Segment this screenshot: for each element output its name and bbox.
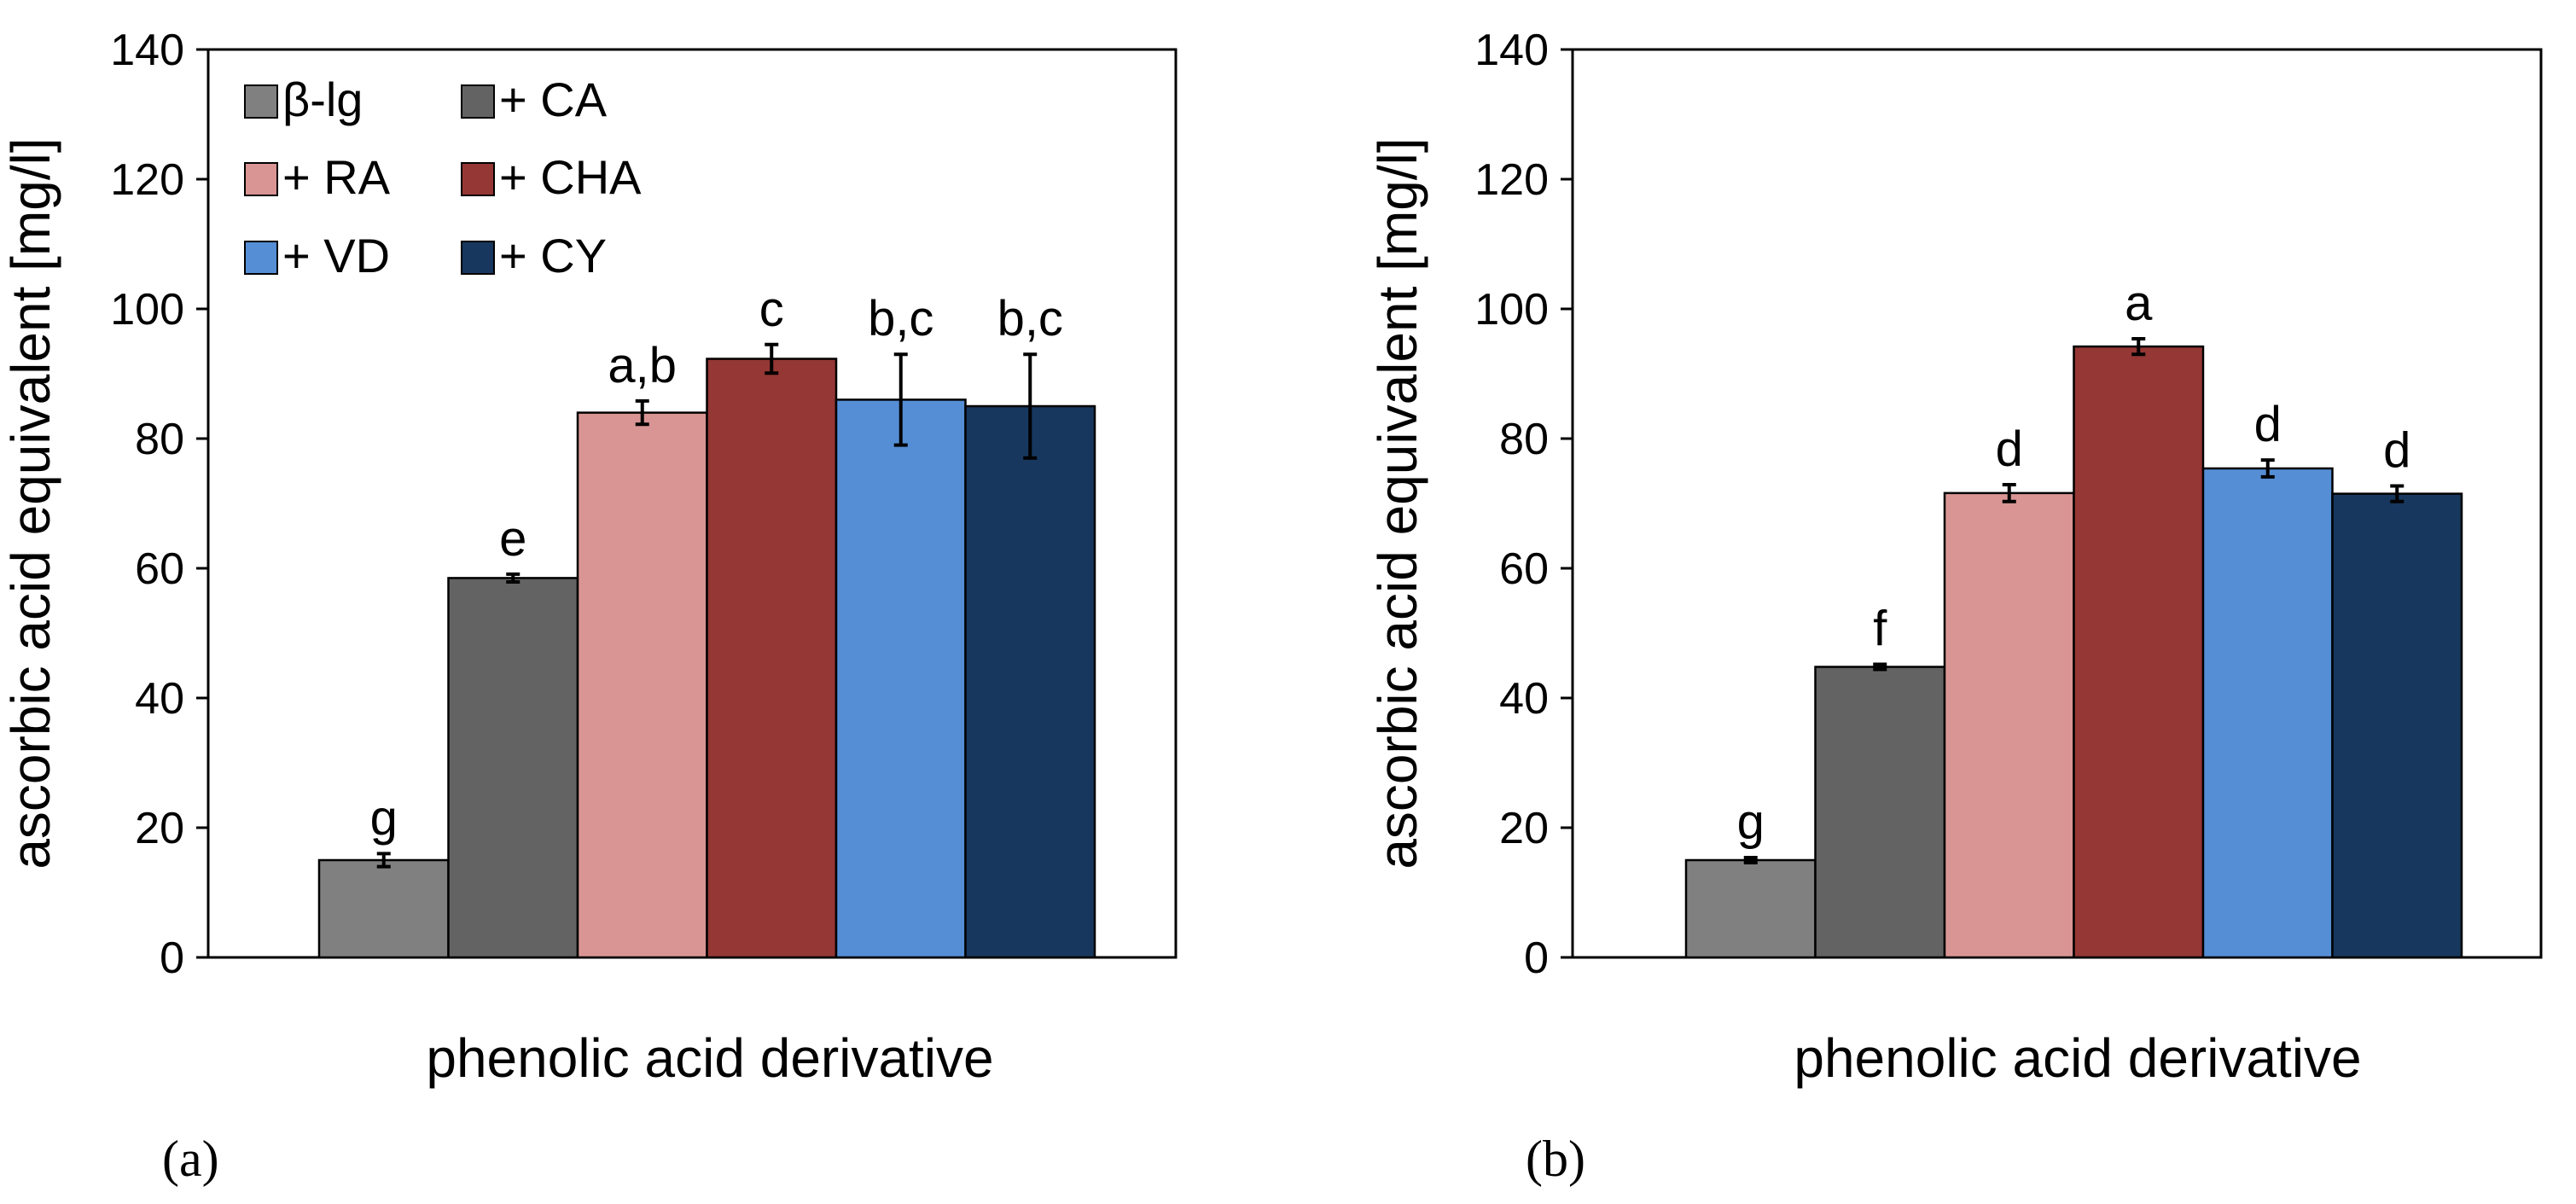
bar xyxy=(576,411,708,959)
significance-label: g xyxy=(1737,794,1765,850)
y-tick-label: 100 xyxy=(1474,285,1549,334)
legend-label: + CHA xyxy=(499,150,642,204)
y-axis-title: ascorbic acid equivalent [mg/l] xyxy=(0,137,61,869)
bar xyxy=(1684,858,1817,959)
y-tick-label: 20 xyxy=(135,804,184,853)
panel-label: (a) xyxy=(162,1131,219,1187)
significance-label: b,c xyxy=(868,291,933,346)
legend-label: β-lg xyxy=(282,73,363,126)
bar xyxy=(447,577,579,959)
significance-label: a xyxy=(2125,276,2153,331)
y-tick-label: 20 xyxy=(1499,804,1549,853)
significance-label: a,b xyxy=(608,338,677,393)
y-tick-label: 60 xyxy=(135,544,184,594)
legend-swatch xyxy=(461,84,495,119)
y-axis-title: ascorbic acid equivalent [mg/l] xyxy=(1367,137,1428,869)
significance-label: d xyxy=(1996,422,2023,477)
bar xyxy=(1814,666,1946,959)
chart-panel-b: 0 20 40 60 80 100 120 140 g f d a d d phenolic acid de… xyxy=(1367,26,2543,1187)
y-tick-label: 100 xyxy=(110,285,184,334)
bar xyxy=(317,858,450,959)
y-tick-label: 80 xyxy=(1499,415,1549,464)
y-tick-label: 0 xyxy=(160,934,184,983)
y-tick-label: 140 xyxy=(110,26,184,75)
significance-label: d xyxy=(2254,397,2282,452)
legend-swatch xyxy=(461,241,495,275)
y-tick-label: 120 xyxy=(110,155,184,205)
significance-label: d xyxy=(2383,422,2410,478)
legend-label: + RA xyxy=(282,150,391,204)
bar xyxy=(1943,491,2075,959)
bar xyxy=(706,358,838,959)
bar xyxy=(2201,467,2334,959)
legend-label: + CY xyxy=(499,229,607,282)
legend-label: + VD xyxy=(282,229,390,282)
y-tick-label: 140 xyxy=(1474,26,1549,75)
legend-swatch xyxy=(244,162,278,196)
legend: β-lg + CA + RA + CHA + VD + CY xyxy=(244,73,642,282)
bar xyxy=(2331,492,2463,959)
significance-label: f xyxy=(1873,601,1887,656)
y-tick-label: 80 xyxy=(135,415,184,464)
bar xyxy=(2073,345,2205,959)
legend-label: + CA xyxy=(499,73,608,126)
significance-label: c xyxy=(759,282,784,337)
chart-panel-a: 0 20 40 60 80 100 120 140 g e a,b c b,c b,c phenolic a… xyxy=(0,26,1178,1187)
x-axis-title: phenolic acid derivative xyxy=(1794,1027,2361,1089)
y-tick-label: 120 xyxy=(1474,155,1549,205)
y-tick-label: 40 xyxy=(135,674,184,724)
legend-swatch xyxy=(244,241,278,275)
legend-swatch xyxy=(461,162,495,196)
y-tick-label: 40 xyxy=(1499,674,1549,724)
bar xyxy=(964,404,1096,959)
significance-label: g xyxy=(370,790,398,846)
legend-swatch xyxy=(244,84,278,119)
y-tick-label: 60 xyxy=(1499,544,1549,594)
x-axis-title: phenolic acid derivative xyxy=(426,1027,993,1089)
y-tick-label: 0 xyxy=(1524,934,1549,983)
significance-label: e xyxy=(499,511,526,567)
bar xyxy=(834,398,967,959)
significance-label: b,c xyxy=(997,291,1063,346)
panel-label: (b) xyxy=(1526,1131,1585,1187)
